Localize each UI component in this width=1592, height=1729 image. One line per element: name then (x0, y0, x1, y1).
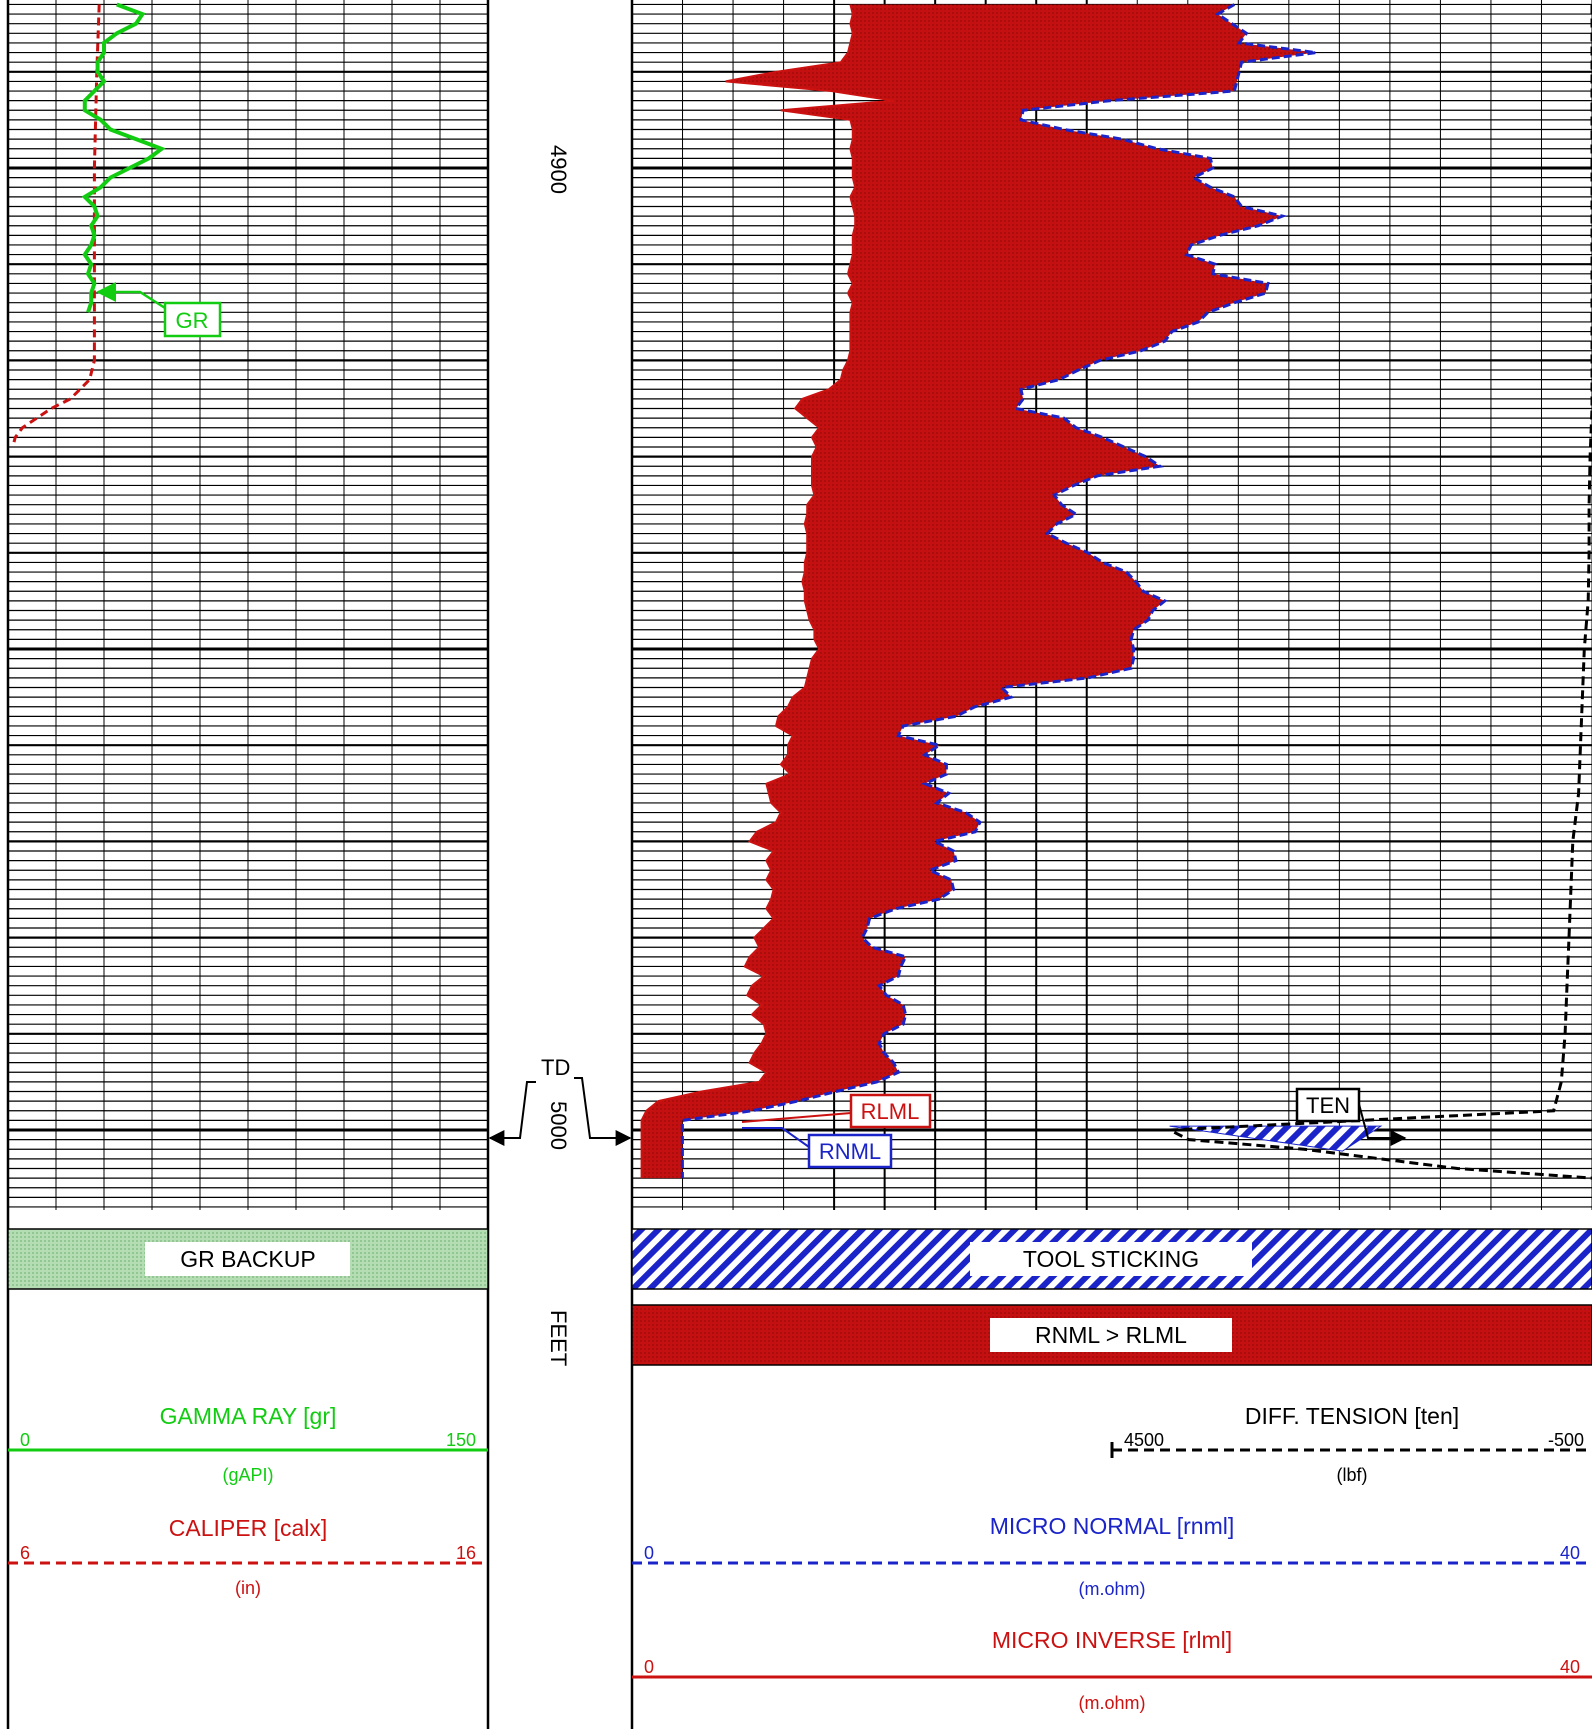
tool-sticking-label: TOOL STICKING (1023, 1246, 1199, 1272)
gr-backup-label: GR BACKUP (180, 1246, 315, 1272)
td-leader-left (488, 1081, 536, 1146)
header-gamma-ray: GAMMA RAY [gr] 0 150 (gAPI) (8, 1403, 488, 1485)
ten-label: TEN (1306, 1093, 1350, 1118)
ten-curve (1163, 4, 1592, 1180)
micro-normal-units: (m.ohm) (1079, 1579, 1146, 1599)
micro-normal-title: MICRO NORMAL [rnml] (990, 1513, 1235, 1539)
depth-track: 4900 5000 FEET TD (488, 145, 632, 1366)
curves (11, 2, 1592, 1180)
micro-inverse-min: 0 (644, 1657, 654, 1677)
callout-ten: TEN (1295, 1087, 1407, 1146)
depth-units-label: FEET (546, 1310, 571, 1366)
diff-tension-units: (lbf) (1337, 1465, 1368, 1485)
caliper-min: 6 (20, 1543, 30, 1563)
micro-normal-min: 0 (644, 1543, 654, 1563)
caliper-max: 16 (456, 1543, 476, 1563)
header-caliper: CALIPER [calx] 6 16 (in) (8, 1515, 488, 1598)
caliper-title: CALIPER [calx] (169, 1515, 328, 1541)
diff-tension-max: -500 (1548, 1430, 1584, 1450)
legend-gr-backup: GR BACKUP (7, 1228, 489, 1290)
rlml-label: RLML (861, 1099, 920, 1124)
td-label: TD (541, 1055, 570, 1080)
depth-label-4900: 4900 (546, 145, 571, 194)
gamma-ray-units: (gAPI) (222, 1465, 273, 1485)
legend-rnml-gt-rlml: RNML > RLML (631, 1304, 1592, 1366)
header-diff-tension: DIFF. TENSION [ten] 4500 -500 (lbf) (1110, 1403, 1592, 1485)
gamma-ray-min: 0 (20, 1430, 30, 1450)
callout-rnml: RNML (742, 1127, 893, 1169)
gamma-ray-title: GAMMA RAY [gr] (160, 1403, 337, 1429)
td-leader-right (574, 1077, 632, 1146)
caliper-units: (in) (235, 1578, 261, 1598)
gr-label: GR (176, 308, 209, 333)
gamma-ray-max: 150 (446, 1430, 476, 1450)
header-micro-inverse: MICRO INVERSE [rlml] 0 40 (m.ohm) (632, 1627, 1592, 1713)
callout-gr: GR (96, 282, 222, 338)
track-borders (6, 0, 634, 1729)
rnml-curve (680, 3, 1317, 1179)
micro-inverse-max: 40 (1560, 1657, 1580, 1677)
rlml-curve (640, 4, 894, 1179)
micro-inverse-units: (m.ohm) (1079, 1693, 1146, 1713)
legend-tool-sticking: TOOL STICKING (631, 1228, 1592, 1290)
micro-normal-max: 40 (1560, 1543, 1580, 1563)
diff-tension-title: DIFF. TENSION [ten] (1245, 1403, 1459, 1429)
gamma-ray-curve (81, 2, 166, 313)
header-micro-normal: MICRO NORMAL [rnml] 0 40 (m.ohm) (632, 1513, 1592, 1599)
diff-tension-min: 4500 (1124, 1430, 1164, 1450)
rnml-label: RNML (819, 1139, 881, 1164)
rnml-gt-rlml-label: RNML > RLML (1035, 1322, 1187, 1348)
callout-rlml: RLML (741, 1093, 932, 1129)
depth-label-5000: 5000 (546, 1101, 571, 1150)
rnml-gt-rlml-fill (641, 4, 1316, 1179)
micro-inverse-title: MICRO INVERSE [rlml] (992, 1627, 1232, 1653)
